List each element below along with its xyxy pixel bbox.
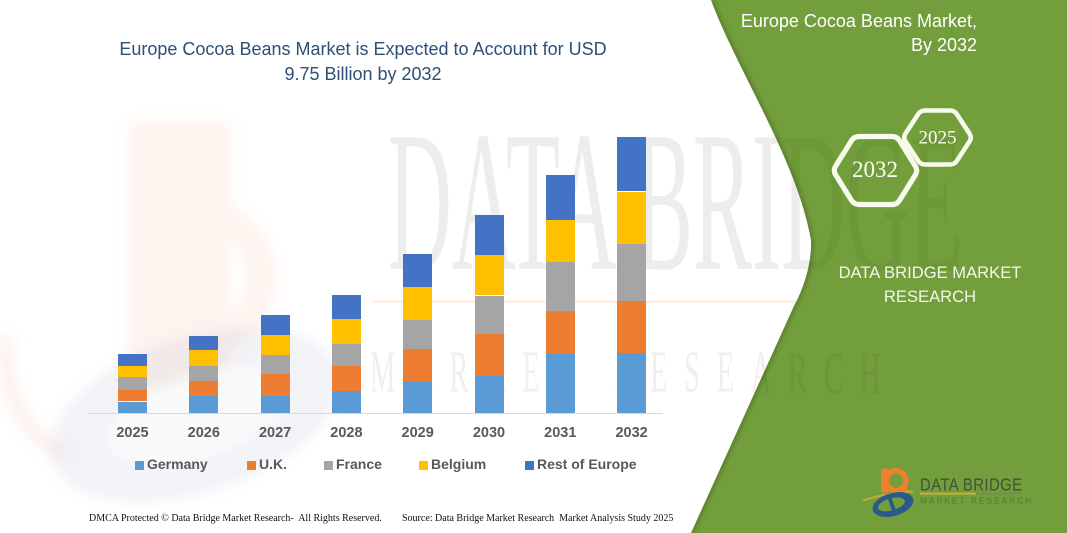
- svg-text:2032: 2032: [852, 157, 898, 182]
- svg-text:MARKET RESEARCH: MARKET RESEARCH: [920, 497, 1033, 506]
- svg-text:2025: 2025: [919, 128, 957, 149]
- svg-text:DATA BRIDGE: DATA BRIDGE: [920, 475, 1022, 494]
